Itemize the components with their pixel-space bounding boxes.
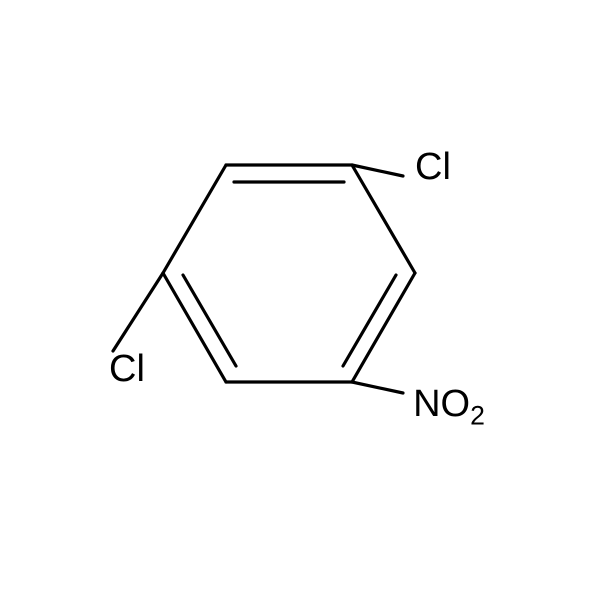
atom-label-no2: NO2 xyxy=(413,385,485,423)
bond-line xyxy=(352,165,415,273)
bond-line xyxy=(352,273,415,382)
bond-line xyxy=(352,382,403,393)
bond-line xyxy=(113,273,163,351)
bond-layer xyxy=(0,0,600,600)
bond-line xyxy=(163,165,226,273)
bond-line xyxy=(163,273,226,382)
molecule-diagram: Cl Cl NO2 xyxy=(0,0,600,600)
atom-label-cl-left: Cl xyxy=(109,350,145,388)
bond-line xyxy=(352,165,403,176)
atom-label-cl-top: Cl xyxy=(415,148,451,186)
